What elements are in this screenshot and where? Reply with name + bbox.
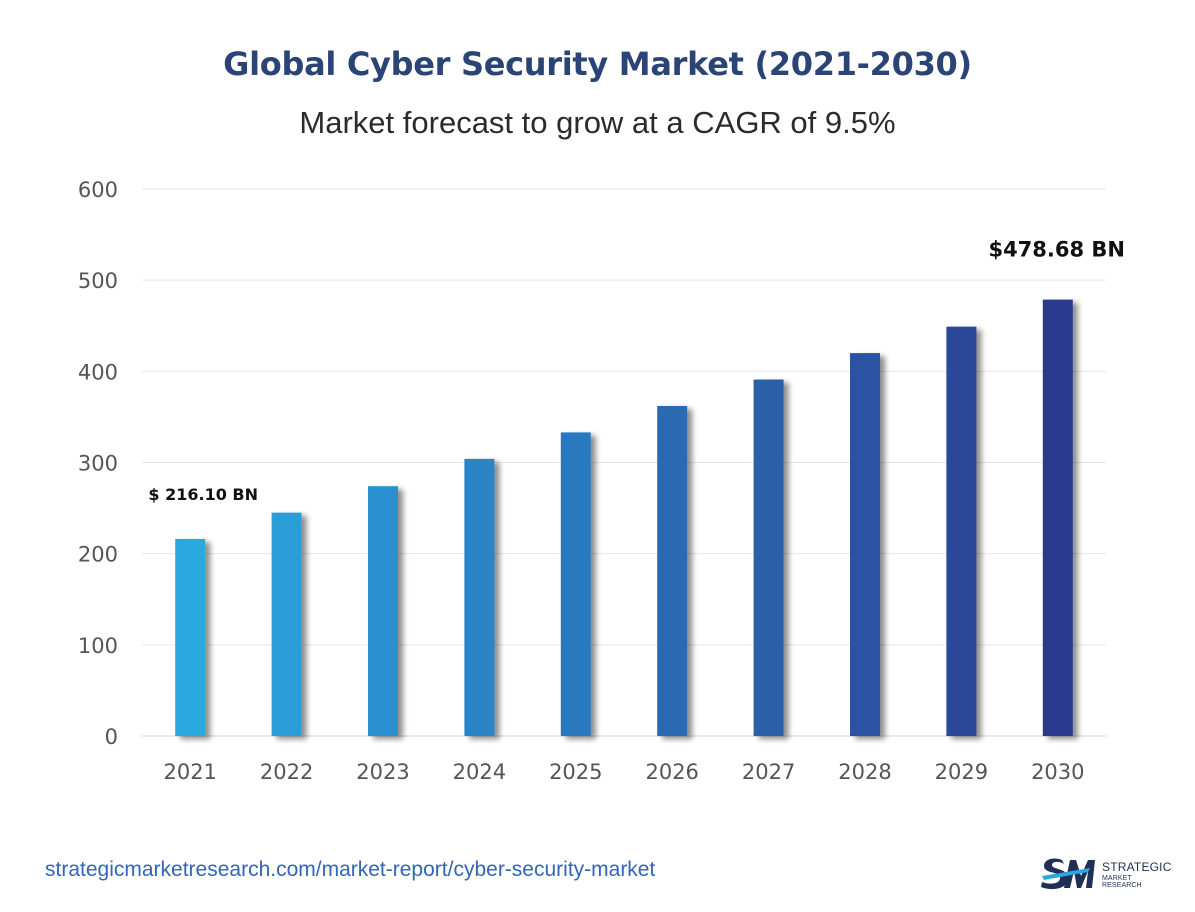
y-tick-label: 500	[78, 269, 118, 293]
bar-chart: 0 100 200 300 400 500 600 2021 2022 2023 2024 2025…	[78, 178, 1125, 784]
bar-2027	[753, 379, 784, 736]
y-tick-label: 100	[78, 634, 118, 658]
x-tick-label: 2025	[549, 760, 602, 784]
y-tick-label: 200	[78, 543, 118, 567]
chart-title: Global Cyber Security Market (2021-2030)	[223, 45, 972, 83]
logo-text-secondary: MARKET RESEARCH	[1102, 875, 1142, 889]
logo-text-primary: STRATEGIC	[1102, 860, 1172, 874]
data-label-2021: $ 216.10 BN	[148, 485, 258, 504]
source-url[interactable]: strategicmarketresearch.com/market-repor…	[45, 858, 656, 881]
data-label-2030: $478.68 BN	[988, 238, 1125, 262]
chart-subtitle: Market forecast to grow at a CAGR of 9.5…	[299, 105, 896, 140]
y-tick-label: 300	[78, 452, 118, 476]
y-tick-label: 400	[78, 360, 118, 384]
sm-logo-icon	[1041, 858, 1095, 890]
x-tick-label: 2023	[356, 760, 409, 784]
x-tick-label: 2024	[453, 760, 506, 784]
x-axis: 2021 2022 2023 2024 2025 2026 2027 2028 2029 2030	[163, 760, 1084, 784]
bar-2030	[1042, 299, 1073, 736]
bar-2023	[368, 486, 398, 736]
x-tick-label: 2029	[935, 760, 988, 784]
y-axis: 0 100 200 300 400 500 600	[78, 178, 118, 749]
gridlines	[142, 188, 1106, 737]
bars	[175, 299, 1073, 736]
bar-2025	[560, 432, 591, 736]
bar-2028	[850, 353, 880, 736]
company-logo: STRATEGIC MARKET RESEARCH	[1040, 854, 1171, 894]
y-tick-label: 0	[105, 725, 118, 749]
y-tick-label: 600	[78, 178, 118, 202]
annotations: $ 216.10 BN $478.68 BN	[148, 238, 1125, 504]
x-tick-label: 2022	[260, 760, 313, 784]
bar-2022	[271, 512, 302, 736]
bar-2024	[464, 458, 495, 736]
bar-2021	[175, 538, 206, 736]
x-tick-label: 2026	[645, 760, 698, 784]
bar-2029	[946, 326, 977, 736]
x-tick-label: 2021	[163, 760, 216, 784]
bar-2026	[657, 405, 688, 736]
x-tick-label: 2028	[838, 760, 891, 784]
x-tick-label: 2027	[742, 760, 795, 784]
x-tick-label: 2030	[1031, 760, 1084, 784]
